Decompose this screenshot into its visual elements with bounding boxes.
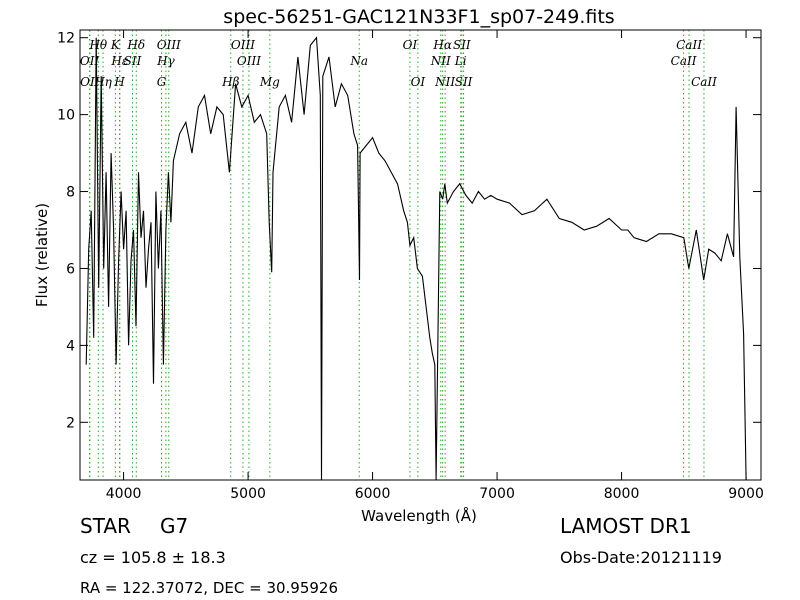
marker-label: CaII (691, 75, 717, 89)
coordinates: RA = 122.37072, DEC = 30.95926 (80, 579, 339, 597)
x-tick-label: 9000 (728, 486, 764, 502)
marker-label: Hα (432, 38, 452, 52)
survey-name: LAMOST DR1 (560, 514, 692, 538)
marker-label: Hδ (126, 38, 145, 52)
marker-label: OIII (157, 38, 181, 52)
marker-label: Hθ (88, 38, 107, 52)
chart-title: spec-56251-GAC121N33F1_sp07-249.fits (223, 6, 614, 28)
marker-label: OIII (237, 54, 261, 68)
y-tick-label: 4 (66, 338, 75, 354)
marker-label: OI (411, 75, 426, 89)
y-axis-ticks: 2 4 6 8 10 12 (57, 31, 761, 431)
x-tick-label: 7000 (479, 486, 515, 502)
marker-label: SII (453, 38, 471, 52)
marker-label: NII (434, 75, 455, 89)
x-tick-label: 8000 (604, 486, 640, 502)
marker-label: SII (124, 54, 142, 68)
y-tick-label: 10 (57, 108, 75, 124)
x-axis-label: Wavelength (Å) (361, 506, 477, 525)
spectrum-line (85, 36, 747, 481)
y-axis-label: Flux (relative) (33, 203, 51, 307)
observation-date: Obs-Date:20121119 (560, 548, 722, 567)
marker-label: K (110, 38, 121, 52)
marker-label: Hη (93, 75, 112, 89)
marker-label: Hγ (156, 54, 175, 68)
object-subclass: G7 (160, 514, 189, 538)
marker-label: CaII (676, 38, 702, 52)
x-axis-ticks: 4000 5000 6000 7000 8000 9000 (106, 30, 764, 502)
y-tick-label: 2 (66, 415, 75, 431)
marker-label: Hβ (221, 75, 239, 89)
marker-label: OIII (231, 38, 255, 52)
marker-label: OII (80, 54, 100, 68)
marker-label: Li (454, 54, 467, 68)
marker-label: Hε (110, 54, 128, 68)
emission-line-markers (89, 30, 705, 480)
redshift-value: cz = 105.8 ± 18.3 (80, 548, 226, 567)
marker-label: CaII (671, 54, 697, 68)
marker-label: H (113, 75, 125, 89)
marker-label: SII (455, 75, 473, 89)
marker-label: NII (430, 54, 451, 68)
y-tick-label: 8 (66, 185, 75, 201)
marker-label: G (157, 75, 167, 89)
y-tick-label: 6 (66, 261, 75, 277)
x-tick-label: 4000 (106, 486, 142, 502)
marker-label: OI (403, 38, 418, 52)
plot-frame (79, 29, 762, 481)
marker-label: Mg (259, 75, 280, 89)
marker-label: Na (349, 54, 368, 68)
y-tick-label: 12 (57, 31, 75, 47)
x-tick-label: 5000 (230, 486, 266, 502)
object-class: STAR (80, 514, 131, 538)
x-tick-label: 6000 (355, 486, 391, 502)
marker-label: OII (80, 75, 100, 89)
